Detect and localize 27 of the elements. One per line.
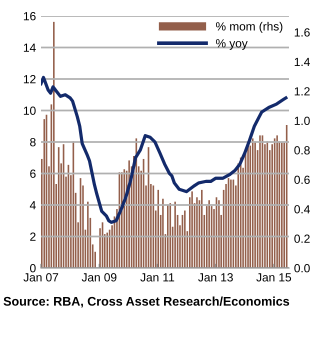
x-tick-label: Jan 11 [140, 273, 174, 282]
y2-tick-label: 0.2 [294, 234, 310, 243]
x-tick-label: Jan 07 [23, 273, 58, 282]
y-tick-label: 10 [24, 106, 36, 115]
legend-label: % yoy [216, 39, 248, 50]
y-tick-label: 2 [30, 232, 36, 241]
y2-tick-label: 0.4 [294, 205, 310, 214]
y-tick-label: 8 [30, 138, 36, 146]
legend-label: % mom (rhs) [216, 22, 282, 33]
y2-tick-label: 1.2 [294, 87, 310, 96]
y2-tick-label: 0.8 [294, 146, 310, 154]
y-tick-label: 4 [30, 201, 36, 210]
y2-tick-label: 0.0 [294, 264, 310, 272]
x-tick-label: Jan 15 [256, 273, 292, 282]
x-tick-label: Jan 13 [198, 273, 233, 282]
source-note: Source: RBA, Cross Asset Research/Economics [4, 296, 290, 308]
y-tick-label: 6 [30, 170, 36, 178]
x-tick-label: Jan 09 [82, 273, 116, 282]
y-tick-label: 14 [24, 44, 36, 52]
y-tick-label: 12 [24, 75, 36, 84]
y-tick-label: 0 [30, 264, 36, 272]
y2-tick-label: 1.6 [294, 28, 310, 37]
y-tick-label: 16 [24, 12, 36, 20]
y2-tick-label: 1.0 [294, 116, 310, 126]
line-series [41, 76, 288, 224]
y2-tick-label: 0.6 [294, 176, 310, 184]
y2-tick-label: 1.4 [294, 58, 310, 66]
